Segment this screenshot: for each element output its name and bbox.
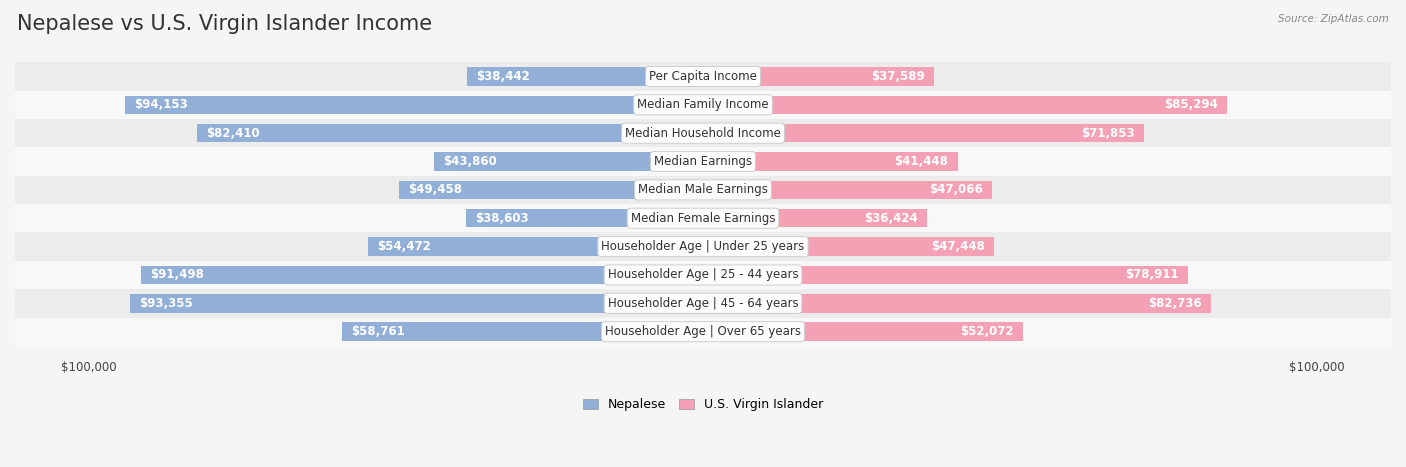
Bar [703, 124, 1144, 142]
Text: $78,911: $78,911 [1125, 269, 1178, 282]
Text: $37,589: $37,589 [870, 70, 925, 83]
Text: Median Male Earnings: Median Male Earnings [638, 184, 768, 197]
Bar [15, 91, 1391, 119]
Bar [465, 209, 703, 227]
Text: Median Female Earnings: Median Female Earnings [631, 212, 775, 225]
Bar [15, 261, 1391, 289]
Text: Householder Age | 25 - 44 years: Householder Age | 25 - 44 years [607, 269, 799, 282]
Bar [703, 181, 993, 199]
Text: $54,472: $54,472 [378, 240, 432, 253]
Bar [467, 67, 703, 85]
Text: $43,860: $43,860 [443, 155, 496, 168]
Bar [15, 289, 1391, 318]
Text: $85,294: $85,294 [1164, 99, 1218, 111]
Bar [368, 237, 703, 256]
Bar [703, 294, 1211, 312]
Text: Householder Age | Under 25 years: Householder Age | Under 25 years [602, 240, 804, 253]
Bar [703, 209, 927, 227]
Text: $93,355: $93,355 [139, 297, 193, 310]
Text: $36,424: $36,424 [863, 212, 918, 225]
Text: $41,448: $41,448 [894, 155, 949, 168]
Text: $82,736: $82,736 [1149, 297, 1202, 310]
Text: Source: ZipAtlas.com: Source: ZipAtlas.com [1278, 14, 1389, 24]
Text: $47,448: $47,448 [931, 240, 986, 253]
Text: $49,458: $49,458 [408, 184, 463, 197]
Bar [433, 152, 703, 171]
Bar [197, 124, 703, 142]
Text: $82,410: $82,410 [207, 127, 260, 140]
Bar [703, 323, 1024, 341]
Text: $58,761: $58,761 [352, 325, 405, 338]
Text: Per Capita Income: Per Capita Income [650, 70, 756, 83]
Text: Nepalese vs U.S. Virgin Islander Income: Nepalese vs U.S. Virgin Islander Income [17, 14, 432, 34]
Bar [703, 67, 934, 85]
Bar [342, 323, 703, 341]
Bar [399, 181, 703, 199]
Text: $94,153: $94,153 [134, 99, 187, 111]
Text: Householder Age | 45 - 64 years: Householder Age | 45 - 64 years [607, 297, 799, 310]
Bar [15, 233, 1391, 261]
Bar [703, 96, 1227, 114]
Text: $47,066: $47,066 [929, 184, 983, 197]
Text: Median Earnings: Median Earnings [654, 155, 752, 168]
Bar [15, 176, 1391, 204]
Bar [703, 152, 957, 171]
Bar [15, 62, 1391, 91]
Bar [703, 237, 994, 256]
Text: $91,498: $91,498 [150, 269, 204, 282]
Bar [125, 96, 703, 114]
Text: $71,853: $71,853 [1081, 127, 1135, 140]
Bar [15, 204, 1391, 233]
Legend: Nepalese, U.S. Virgin Islander: Nepalese, U.S. Virgin Islander [578, 393, 828, 416]
Text: Median Household Income: Median Household Income [626, 127, 780, 140]
Bar [129, 294, 703, 312]
Bar [15, 119, 1391, 148]
Bar [15, 148, 1391, 176]
Bar [15, 318, 1391, 346]
Text: Householder Age | Over 65 years: Householder Age | Over 65 years [605, 325, 801, 338]
Bar [141, 266, 703, 284]
Text: $38,442: $38,442 [477, 70, 530, 83]
Bar [703, 266, 1188, 284]
Text: $38,603: $38,603 [475, 212, 529, 225]
Text: $52,072: $52,072 [960, 325, 1014, 338]
Text: Median Family Income: Median Family Income [637, 99, 769, 111]
